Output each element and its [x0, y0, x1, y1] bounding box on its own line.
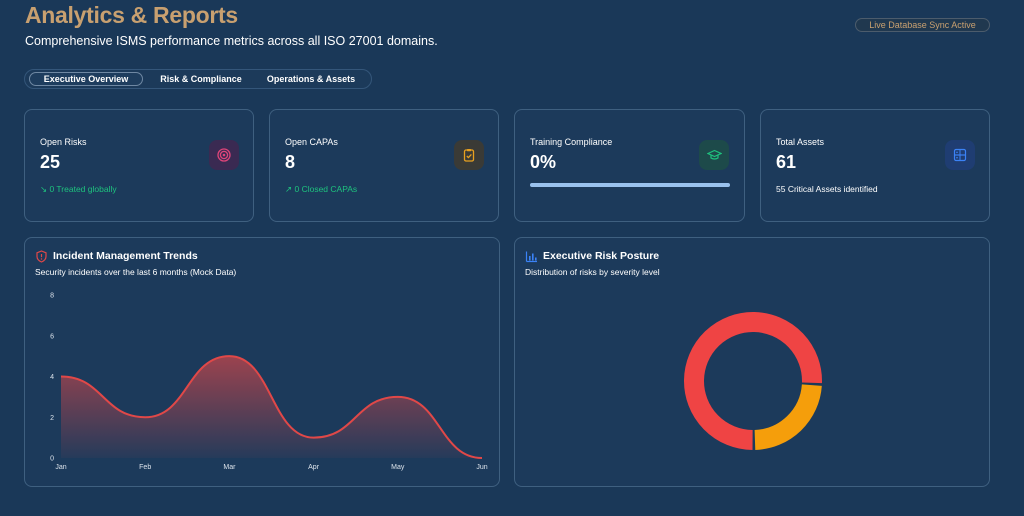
- kpi-subtext: 55 Critical Assets identified: [776, 184, 878, 194]
- kpi-value: 61: [776, 152, 797, 172]
- kpi-value: 25: [40, 152, 61, 172]
- incident-area-fill: [61, 356, 482, 458]
- kpi-label: Open Risks: [40, 137, 87, 147]
- panel-subtitle: Distribution of risks by severity level: [525, 267, 660, 277]
- donut-slice-red[interactable]: [684, 312, 822, 450]
- risk-donut-chart: [684, 312, 822, 450]
- graduation-cap-icon: [699, 140, 729, 170]
- tab-operations-assets[interactable]: Operations & Assets: [266, 74, 356, 84]
- kpi-card-training-compliance[interactable]: Training Compliance 0%: [514, 109, 745, 222]
- kpi-card-open-capas[interactable]: Open CAPAs 8 ↗ 0 Closed CAPAs: [269, 109, 499, 222]
- kpi-value: 8: [285, 152, 296, 172]
- kpi-label: Open CAPAs: [285, 137, 338, 147]
- page-subtitle: Comprehensive ISMS performance metrics a…: [25, 34, 438, 48]
- kpi-label: Training Compliance: [530, 137, 613, 147]
- server-icon: [945, 140, 975, 170]
- x-tick-label: Mar: [223, 464, 236, 471]
- x-tick-label: Jun: [476, 464, 487, 471]
- x-tick-label: Jan: [55, 464, 66, 471]
- kpi-subtext: ↗ 0 Closed CAPAs: [285, 184, 358, 194]
- kpi-card-total-assets[interactable]: Total Assets 61 55 Critical Assets ident…: [760, 109, 990, 222]
- sync-status-badge: Live Database Sync Active: [855, 18, 990, 32]
- tab-executive-overview[interactable]: Executive Overview: [29, 72, 143, 86]
- y-tick-label: 2: [50, 415, 54, 422]
- panel-title: Executive Risk Posture: [543, 250, 660, 262]
- donut-slice-amber[interactable]: [754, 383, 822, 450]
- kpi-value: 0%: [530, 152, 557, 172]
- training-progress-bar: [530, 183, 730, 187]
- page-title: Analytics & Reports: [25, 2, 238, 28]
- y-tick-label: 8: [50, 293, 54, 300]
- incident-area-chart: 0 2 4 6 8 Jan Feb Mar Apr May Jun: [50, 293, 488, 472]
- target-icon: [209, 140, 239, 170]
- y-tick-label: 4: [50, 374, 54, 381]
- kpi-card-open-risks[interactable]: Open Risks 25 ↘ 0 Treated globally: [24, 109, 254, 222]
- x-tick-label: Feb: [139, 464, 151, 471]
- shield-alert-icon: [36, 250, 47, 263]
- panel-title: Incident Management Trends: [53, 250, 198, 262]
- clipboard-check-icon: [454, 140, 484, 170]
- y-tick-label: 0: [50, 456, 54, 463]
- incident-trends-panel: Incident Management Trends Security inci…: [24, 237, 500, 487]
- panel-subtitle: Security incidents over the last 6 month…: [35, 267, 237, 277]
- report-tabs: Executive Overview Risk & Compliance Ope…: [24, 69, 372, 89]
- y-tick-label: 6: [50, 333, 54, 340]
- kpi-subtext: ↘ 0 Treated globally: [40, 184, 117, 194]
- bar-chart-icon: [525, 251, 537, 263]
- x-tick-label: Apr: [308, 464, 320, 471]
- tab-risk-compliance[interactable]: Risk & Compliance: [160, 74, 242, 84]
- risk-posture-panel: Executive Risk Posture Distribution of r…: [514, 237, 990, 487]
- kpi-label: Total Assets: [776, 137, 825, 147]
- x-tick-label: May: [391, 464, 405, 471]
- incident-series-line: [60, 355, 483, 459]
